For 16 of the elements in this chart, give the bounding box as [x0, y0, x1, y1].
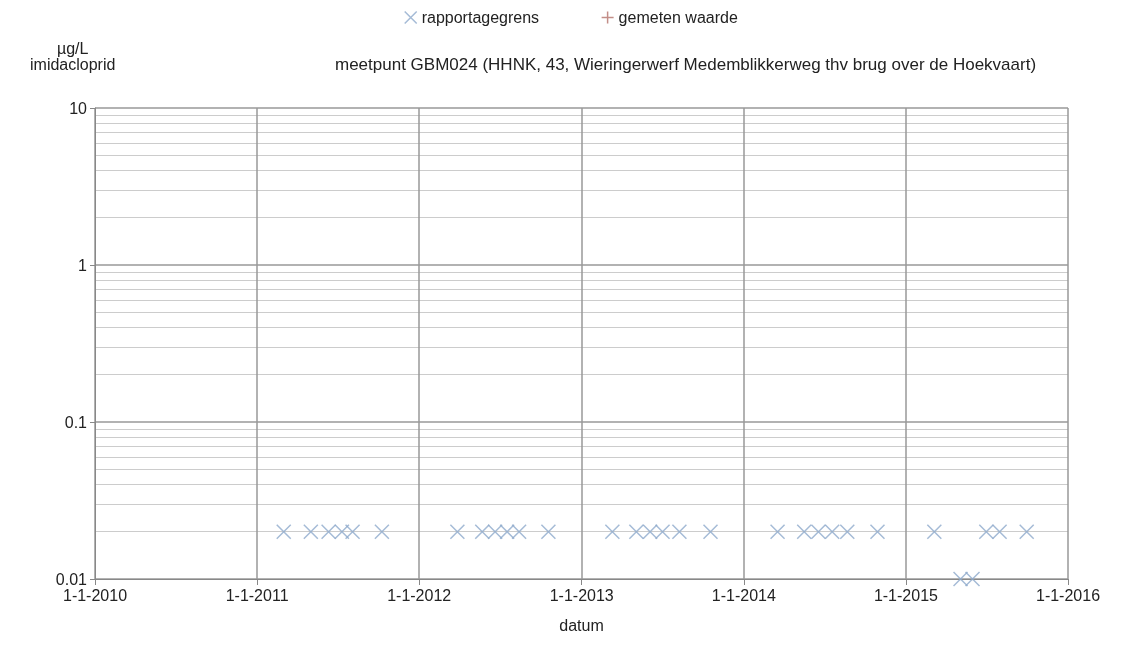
y-tick-label: 10 — [69, 99, 88, 117]
x-tick-label: 1-1-2014 — [711, 586, 776, 604]
x-tick-label: 1-1-2010 — [62, 586, 128, 604]
y-axis-title: µg/L imidacloprid — [30, 39, 116, 73]
y-tick-label: 0.1 — [64, 413, 88, 431]
x-tick-label: 1-1-2015 — [873, 586, 939, 604]
y-tick-label: 0.01 — [55, 570, 88, 588]
legend-label: rapportagegrens — [421, 9, 540, 26]
legend-label: gemeten waarde — [618, 9, 738, 26]
y-tick-label: 1 — [78, 256, 88, 274]
x-axis-title: datum — [559, 616, 604, 634]
x-tick-label: 1-1-2013 — [549, 586, 614, 604]
x-tick-label: 1-1-2011 — [225, 586, 289, 604]
x-tick-label: 1-1-2012 — [387, 586, 452, 604]
chart-title: meetpunt GBM024 (HHNK, 43, Wieringerwerf Medemblikkerweg thv brug over de Hoekvaart) — [335, 54, 1037, 74]
x-tick-label: 1-1-2016 — [1035, 586, 1101, 604]
